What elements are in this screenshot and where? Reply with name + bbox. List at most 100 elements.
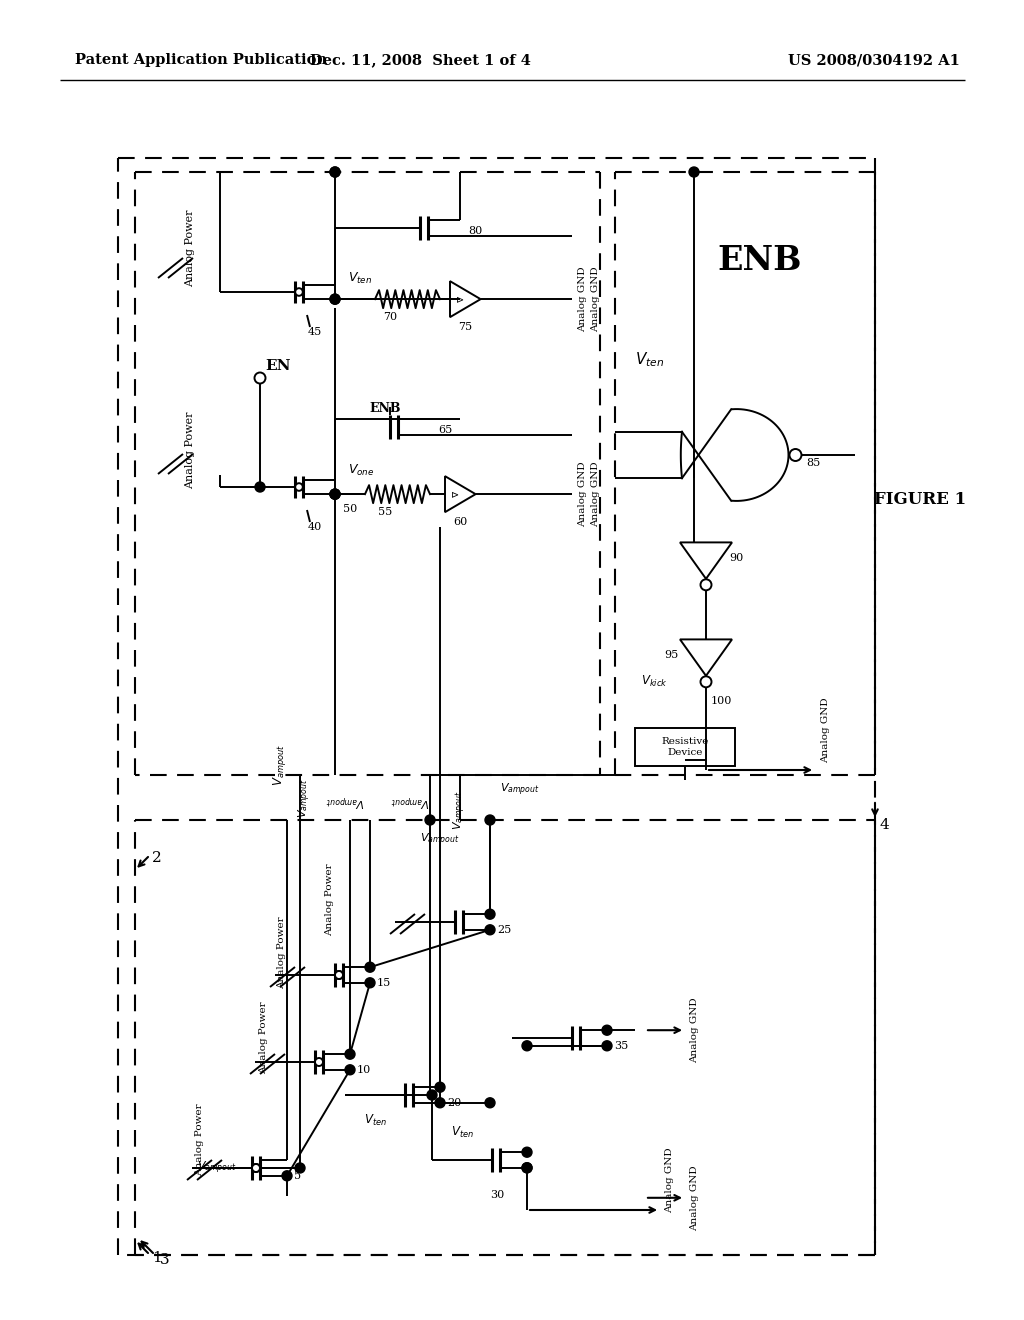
Text: Analog Power: Analog Power (185, 210, 195, 286)
Text: $V_{ampout}$: $V_{ampout}$ (452, 791, 468, 830)
Text: Analog GND: Analog GND (579, 267, 588, 331)
Text: Analog Power: Analog Power (259, 1002, 268, 1074)
Circle shape (522, 1163, 532, 1172)
Circle shape (255, 372, 265, 384)
Text: Analog GND: Analog GND (592, 461, 600, 527)
Text: Analog GND: Analog GND (579, 461, 588, 527)
Text: Analog GND: Analog GND (690, 998, 699, 1063)
Circle shape (295, 1163, 305, 1173)
Circle shape (255, 482, 265, 492)
Text: 30: 30 (489, 1191, 504, 1200)
Circle shape (330, 294, 340, 304)
Text: Resistive
Device: Resistive Device (662, 738, 709, 756)
Text: ENB: ENB (370, 401, 400, 414)
Circle shape (435, 1098, 445, 1107)
Bar (635, 729, 735, 766)
Text: 20: 20 (447, 1098, 461, 1107)
Circle shape (365, 978, 375, 987)
Circle shape (522, 1040, 532, 1051)
Circle shape (295, 288, 303, 296)
Text: $V_{ampout}$: $V_{ampout}$ (390, 792, 430, 808)
Circle shape (330, 168, 340, 177)
Circle shape (330, 168, 340, 177)
Text: 65: 65 (438, 425, 453, 436)
Circle shape (485, 1098, 495, 1107)
Circle shape (330, 490, 340, 499)
Text: Analog Power: Analog Power (326, 863, 335, 936)
Circle shape (700, 676, 712, 688)
Circle shape (425, 814, 435, 825)
Circle shape (435, 1082, 445, 1092)
Circle shape (345, 1065, 355, 1074)
Text: Patent Application Publication: Patent Application Publication (75, 53, 327, 67)
Text: 85: 85 (806, 458, 820, 469)
Text: FIGURE 1: FIGURE 1 (873, 491, 966, 508)
Circle shape (295, 483, 303, 491)
Text: $V_{ten}$: $V_{ten}$ (348, 271, 373, 285)
Text: 3: 3 (160, 1253, 170, 1267)
Text: 5: 5 (294, 1171, 301, 1181)
Text: $V_{kick}$: $V_{kick}$ (641, 675, 668, 689)
Text: Analog Power: Analog Power (185, 412, 195, 488)
Text: Analog Power: Analog Power (278, 916, 287, 989)
Text: Analog GND: Analog GND (690, 1166, 699, 1230)
Circle shape (790, 449, 802, 461)
Text: 1: 1 (152, 1251, 162, 1265)
Text: 4: 4 (880, 818, 890, 832)
Text: $V_{ampout}$: $V_{ampout}$ (271, 744, 289, 785)
Text: 40: 40 (308, 521, 323, 532)
Circle shape (252, 1164, 260, 1172)
Circle shape (365, 962, 375, 973)
Circle shape (700, 579, 712, 590)
Text: $V_{ampout}$: $V_{ampout}$ (197, 1160, 237, 1176)
Text: $V_{ampout}$: $V_{ampout}$ (297, 777, 313, 818)
Circle shape (485, 814, 495, 825)
Text: $V_{ten}$: $V_{ten}$ (636, 351, 665, 370)
Circle shape (485, 925, 495, 935)
Text: 25: 25 (497, 925, 511, 935)
Text: $V_{ten}$: $V_{ten}$ (451, 1125, 473, 1139)
Text: $V_{one}$: $V_{one}$ (348, 462, 375, 478)
Text: 35: 35 (614, 1041, 629, 1051)
Text: 15: 15 (377, 978, 391, 987)
Text: 2: 2 (152, 851, 162, 865)
Circle shape (602, 1040, 612, 1051)
Text: 55: 55 (378, 507, 392, 517)
Circle shape (522, 1163, 532, 1172)
Circle shape (485, 909, 495, 919)
Text: 10: 10 (357, 1065, 372, 1074)
Circle shape (315, 1059, 323, 1067)
Text: ⊳: ⊳ (456, 294, 464, 304)
Text: Analog GND: Analog GND (821, 697, 830, 763)
Circle shape (602, 1026, 612, 1035)
Text: $V_{ampout}$: $V_{ampout}$ (420, 832, 460, 849)
Text: $V_{ampout}$: $V_{ampout}$ (500, 781, 540, 799)
Circle shape (522, 1147, 532, 1158)
Circle shape (282, 1171, 292, 1181)
Text: 70: 70 (383, 312, 397, 322)
Circle shape (335, 972, 343, 979)
Circle shape (252, 1164, 260, 1172)
Text: Dec. 11, 2008  Sheet 1 of 4: Dec. 11, 2008 Sheet 1 of 4 (309, 53, 530, 67)
Text: 80: 80 (468, 226, 482, 236)
Text: 100: 100 (711, 696, 732, 706)
Circle shape (330, 490, 340, 499)
Text: 95: 95 (664, 649, 678, 660)
Text: EN: EN (265, 359, 291, 374)
Text: 60: 60 (453, 517, 467, 527)
Text: 90: 90 (729, 553, 743, 564)
Circle shape (335, 972, 343, 979)
Text: Analog GND: Analog GND (592, 267, 600, 331)
Circle shape (427, 1090, 437, 1100)
Text: ⊳: ⊳ (451, 490, 459, 499)
Text: $V_{ampout}$: $V_{ampout}$ (325, 792, 365, 808)
Text: Analog GND: Analog GND (666, 1147, 675, 1213)
Circle shape (330, 490, 340, 499)
Text: ENB: ENB (718, 243, 802, 276)
Circle shape (330, 294, 340, 304)
Text: US 2008/0304192 A1: US 2008/0304192 A1 (788, 53, 961, 67)
Text: 45: 45 (308, 327, 323, 337)
Circle shape (345, 1049, 355, 1059)
Text: $V_{ten}$: $V_{ten}$ (364, 1113, 386, 1127)
Text: 50: 50 (343, 504, 357, 515)
